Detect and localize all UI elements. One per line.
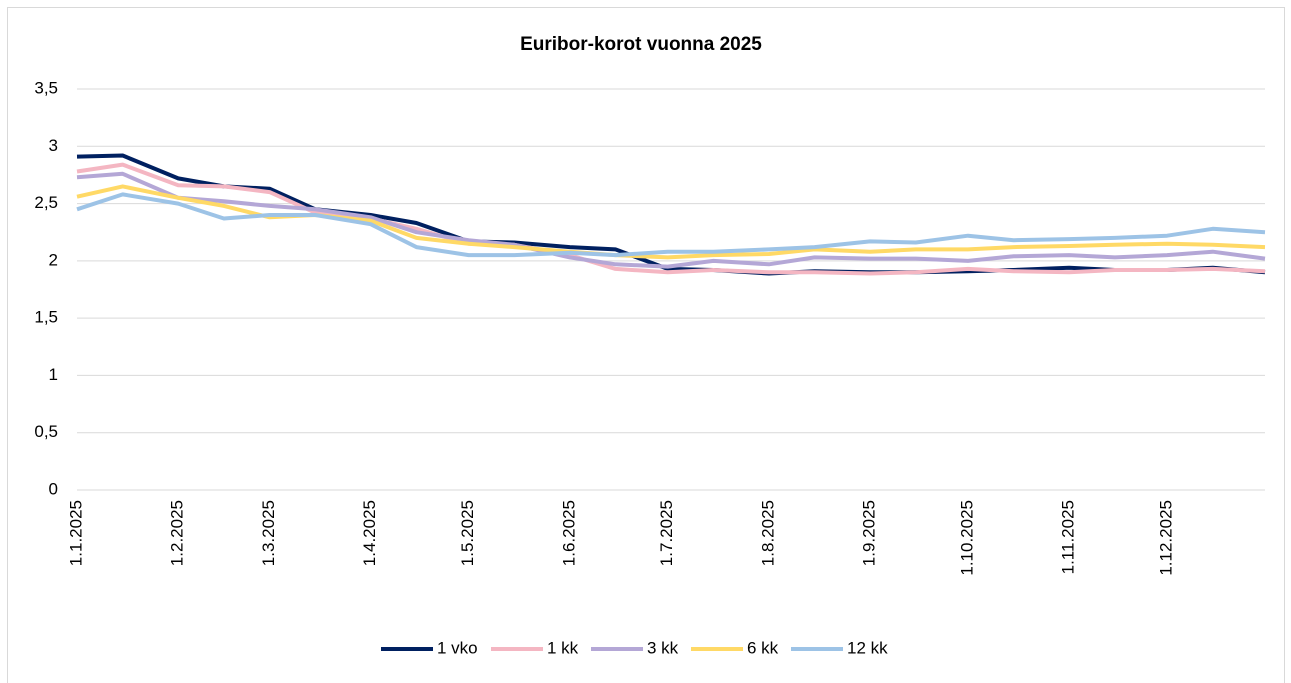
x-tick-label: 1.3.2025 <box>259 500 278 566</box>
y-tick-label: 0,5 <box>34 422 58 441</box>
x-tick-label: 1.1.2025 <box>66 500 85 566</box>
y-tick-label: 3 <box>49 136 58 155</box>
y-tick-label: 2,5 <box>34 193 58 212</box>
series-line <box>76 184 1266 260</box>
legend-label: 1 vko <box>437 638 478 657</box>
y-tick-label: 3,5 <box>34 78 58 97</box>
x-tick-label: 1.10.2025 <box>957 500 976 576</box>
legend-label: 12 kk <box>847 638 888 657</box>
series-line <box>76 171 1266 269</box>
legend-label: 3 kk <box>647 638 679 657</box>
series-line <box>76 192 1266 258</box>
series-line <box>76 153 1266 276</box>
series-line <box>76 162 1266 276</box>
x-tick-label: 1.2.2025 <box>168 500 187 566</box>
x-tick-label: 1.12.2025 <box>1157 500 1176 576</box>
x-tick-label: 1.11.2025 <box>1059 500 1078 574</box>
x-tick-label: 1.4.2025 <box>360 500 379 566</box>
y-tick-label: 2 <box>49 250 58 269</box>
legend-label: 6 kk <box>747 638 779 657</box>
x-tick-label: 1.7.2025 <box>657 500 676 566</box>
x-tick-label: 1.9.2025 <box>860 500 879 566</box>
y-tick-label: 0 <box>49 479 58 498</box>
chart-title: Euribor-korot vuonna 2025 <box>520 34 762 55</box>
legend-label: 1 kk <box>547 638 579 657</box>
x-tick-label: 1.6.2025 <box>559 500 578 566</box>
x-tick-label: 1.8.2025 <box>758 500 777 566</box>
chart-frame <box>7 7 1285 683</box>
x-tick-label: 1.5.2025 <box>458 500 477 566</box>
y-tick-label: 1 <box>49 365 58 384</box>
y-tick-label: 1,5 <box>34 308 58 327</box>
